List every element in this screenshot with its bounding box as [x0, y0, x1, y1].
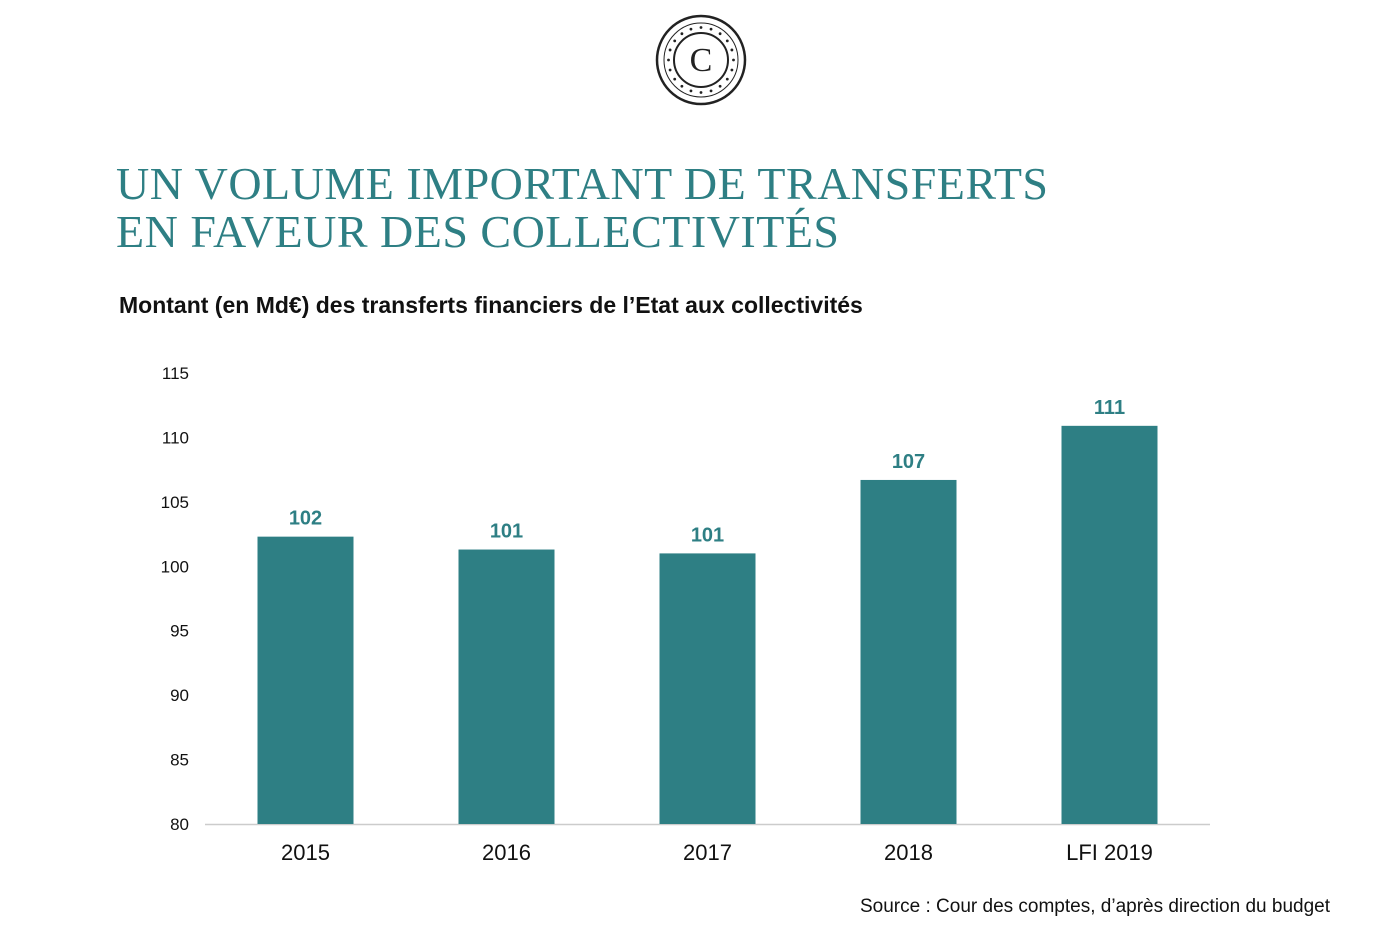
bar-lfi-2019: [1061, 425, 1158, 824]
y-axis-ticks: 80 85 90 95 100 105 110 115: [161, 364, 189, 834]
logo-dot: [689, 89, 693, 93]
bars: [257, 425, 1158, 824]
logo-dot: [725, 39, 729, 43]
slide-title: UN VOLUME IMPORTANT DE TRANSFERTS EN FAV…: [116, 160, 1049, 256]
logo-dot: [667, 58, 670, 62]
bar-2018: [860, 479, 957, 824]
data-label: 101: [691, 524, 724, 546]
y-tick-label: 100: [161, 557, 189, 576]
source-note: Source : Cour des comptes, d’après direc…: [860, 896, 1330, 917]
chart-title: Montant (en Md€) des transferts financie…: [119, 292, 863, 318]
slide-title-line-2: EN FAVEUR DES COLLECTIVITÉS: [116, 206, 840, 257]
logo-dot: [673, 39, 677, 43]
logo-dot: [689, 27, 693, 31]
y-tick-label: 85: [170, 751, 189, 770]
slide-title-line-1: UN VOLUME IMPORTANT DE TRANSFERTS: [116, 158, 1049, 209]
data-label: 101: [490, 521, 523, 543]
y-tick-label: 105: [161, 493, 189, 512]
logo-dot: [709, 27, 713, 31]
y-tick-label: 115: [162, 364, 189, 383]
logo-dot: [699, 91, 703, 94]
data-label: 111: [1094, 397, 1125, 419]
data-label: 107: [892, 451, 925, 473]
y-tick-label: 90: [170, 686, 189, 705]
logo-dot: [680, 32, 684, 36]
logo-dot: [725, 77, 729, 81]
x-axis-ticks: 2015 2016 2017 2018 LFI 2019: [281, 840, 1153, 865]
x-tick-label: 2017: [683, 840, 732, 865]
x-tick-label: 2018: [884, 840, 933, 865]
x-tick-label: LFI 2019: [1066, 840, 1153, 865]
x-tick-label: 2015: [281, 840, 330, 865]
y-tick-label: 95: [170, 622, 189, 641]
bar-2016: [458, 549, 555, 824]
bar-2015: [257, 536, 354, 824]
data-labels: 102 101 101 107 111: [289, 397, 1125, 547]
logo-dot: [673, 77, 677, 81]
cour-des-comptes-logo: C: [655, 14, 747, 106]
logo-dot: [668, 68, 672, 72]
logo-dot: [718, 84, 722, 88]
bar-2017: [659, 553, 756, 824]
logo-dot: [668, 48, 672, 52]
logo-dot: [680, 84, 684, 88]
logo-dot: [699, 26, 703, 29]
logo-dot: [709, 89, 713, 93]
y-tick-label: 110: [162, 428, 189, 447]
logo-dot: [718, 32, 722, 36]
x-tick-label: 2016: [482, 840, 531, 865]
y-tick-label: 80: [170, 815, 189, 834]
logo-dot: [732, 58, 735, 62]
logo-dot: [730, 68, 734, 72]
data-label: 102: [289, 508, 322, 530]
logo-dot: [730, 48, 734, 52]
logo-letter: C: [690, 42, 713, 79]
